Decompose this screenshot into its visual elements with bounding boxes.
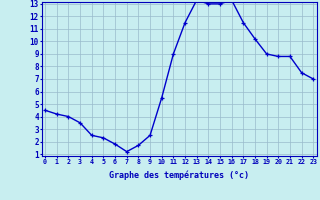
X-axis label: Graphe des températures (°c): Graphe des températures (°c) — [109, 170, 249, 180]
